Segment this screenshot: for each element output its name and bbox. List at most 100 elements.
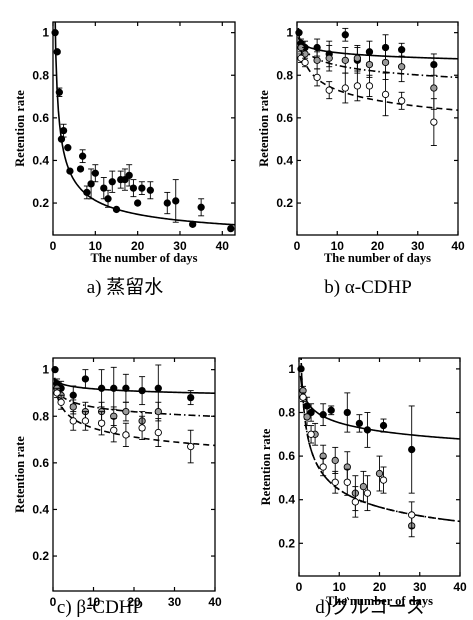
data-point bbox=[295, 29, 303, 37]
data-point bbox=[341, 31, 349, 39]
data-point bbox=[189, 220, 197, 229]
data-point bbox=[81, 417, 90, 425]
data-point bbox=[327, 406, 335, 414]
x-tick-label: 10 bbox=[333, 580, 347, 594]
data-point bbox=[341, 84, 349, 92]
data-point bbox=[408, 511, 416, 519]
data-point bbox=[313, 56, 321, 64]
y-axis-title: Retention rate bbox=[13, 90, 27, 167]
data-point bbox=[397, 97, 406, 105]
y-tick-label: 0.8 bbox=[278, 406, 295, 420]
data-point bbox=[69, 417, 77, 425]
data-point bbox=[57, 135, 66, 143]
data-point bbox=[301, 58, 309, 67]
y-tick-label: 0.2 bbox=[32, 549, 49, 563]
fit-curve-dash-dot bbox=[300, 358, 460, 523]
y-tick-label: 0.8 bbox=[276, 68, 293, 82]
data-point bbox=[57, 398, 65, 406]
data-point bbox=[343, 408, 351, 417]
y-tick-label: 0.8 bbox=[32, 409, 49, 423]
y-axis-title: Retention rate bbox=[13, 436, 27, 513]
data-point bbox=[331, 456, 339, 465]
x-tick-label: 20 bbox=[373, 580, 387, 594]
x-tick-label: 40 bbox=[451, 239, 465, 253]
x-tick-label: 40 bbox=[208, 595, 222, 609]
data-point bbox=[313, 43, 321, 52]
data-point bbox=[154, 407, 162, 416]
series-open-circle bbox=[297, 53, 438, 146]
data-point bbox=[307, 408, 315, 417]
data-point bbox=[163, 199, 171, 207]
fit-curve-solid bbox=[54, 22, 235, 226]
data-point bbox=[154, 428, 162, 437]
fit-curve-solid bbox=[299, 375, 460, 440]
data-point bbox=[122, 431, 130, 439]
x-axis-title: The number of days bbox=[326, 594, 433, 608]
y-tick-label: 1 bbox=[286, 26, 293, 40]
data-point bbox=[59, 126, 68, 135]
x-axis-title: The number of days bbox=[90, 251, 197, 265]
data-point bbox=[172, 197, 180, 205]
y-axis-title: Retention rate bbox=[259, 428, 273, 505]
data-point bbox=[51, 29, 59, 37]
y-tick-label: 0.6 bbox=[278, 449, 295, 463]
data-point bbox=[299, 393, 307, 401]
fit-curve-dashed bbox=[300, 358, 460, 523]
panel-caption-a: a) 蒸留水 bbox=[87, 276, 164, 298]
data-point bbox=[359, 482, 368, 491]
series-gray-circle bbox=[299, 385, 416, 538]
y-tick-label: 1 bbox=[42, 26, 49, 40]
data-point bbox=[110, 426, 118, 434]
y-tick-label: 0.2 bbox=[278, 536, 295, 550]
data-point bbox=[363, 489, 372, 497]
data-point bbox=[307, 430, 315, 438]
data-point bbox=[55, 88, 63, 96]
data-point bbox=[104, 195, 112, 203]
data-point bbox=[138, 386, 146, 395]
data-point bbox=[91, 169, 99, 177]
data-point bbox=[129, 184, 138, 192]
data-point bbox=[187, 393, 195, 402]
fit-curve-dash-dot bbox=[297, 32, 458, 79]
data-point bbox=[112, 205, 121, 214]
y-tick-label: 0.8 bbox=[32, 68, 49, 82]
data-point bbox=[319, 463, 327, 471]
data-point bbox=[83, 188, 91, 197]
x-tick-label: 0 bbox=[50, 595, 57, 609]
x-tick-label: 30 bbox=[168, 595, 182, 609]
data-point bbox=[53, 48, 61, 56]
data-point bbox=[122, 384, 130, 392]
x-tick-label: 20 bbox=[371, 239, 385, 253]
data-point bbox=[76, 165, 85, 173]
series-open-circle bbox=[53, 387, 195, 464]
data-point bbox=[353, 82, 362, 90]
data-point bbox=[78, 152, 87, 160]
panel-caption-b: b) α-CDHP bbox=[324, 277, 412, 298]
y-tick-label: 0.2 bbox=[32, 196, 49, 210]
data-point bbox=[138, 424, 146, 432]
data-point bbox=[125, 171, 133, 180]
panel-caption-d: d)グルコース bbox=[315, 596, 425, 618]
data-point bbox=[227, 224, 235, 233]
fit-curve-solid bbox=[297, 36, 458, 60]
x-tick-label: 10 bbox=[89, 239, 103, 253]
y-tick-label: 0.6 bbox=[32, 111, 49, 125]
data-point bbox=[430, 118, 438, 126]
data-point bbox=[355, 419, 364, 428]
series-open-circle bbox=[299, 392, 416, 529]
x-tick-label: 40 bbox=[216, 239, 230, 253]
data-point bbox=[108, 178, 116, 186]
data-point bbox=[379, 421, 388, 430]
data-point bbox=[69, 403, 77, 411]
y-axis-title: Retention rate bbox=[257, 90, 271, 167]
data-point bbox=[325, 54, 333, 62]
data-point bbox=[51, 365, 59, 374]
data-point bbox=[154, 384, 162, 392]
data-point bbox=[69, 391, 77, 399]
x-tick-label: 0 bbox=[50, 239, 57, 253]
data-point bbox=[341, 56, 349, 64]
fit-curve-dashed bbox=[53, 378, 215, 447]
